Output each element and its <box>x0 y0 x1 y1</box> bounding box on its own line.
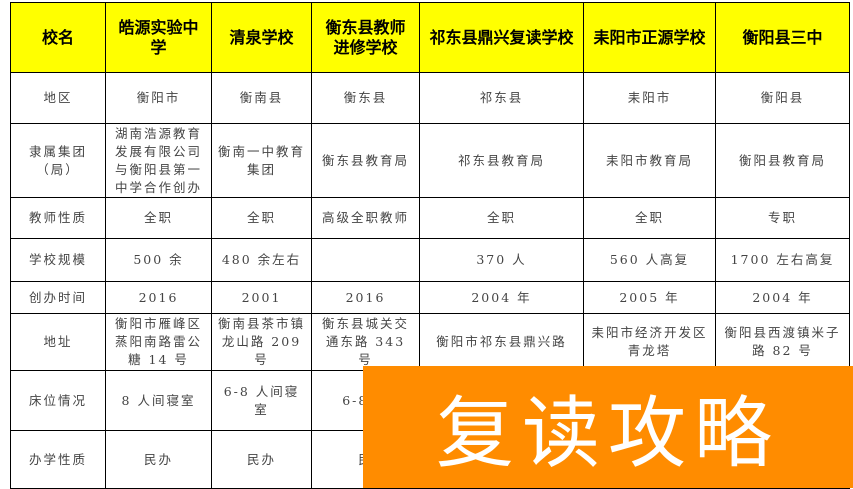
table-cell: 高级全职教师 <box>311 197 420 239</box>
table-cell: 衡阳市祁东县鼎兴路 <box>419 313 584 371</box>
table-cell: 衡南县茶市镇龙山路 209 号 <box>211 313 312 371</box>
row-label: 地区 <box>10 72 106 124</box>
table-row: 地址 衡阳市雁峰区蒸阳南路雷公糖 14 号衡南县茶市镇龙山路 209 号衡东县城关… <box>10 313 850 371</box>
table-cell: 2005 年 <box>583 281 716 314</box>
header-cell: 清泉学校 <box>211 2 312 73</box>
table-cell: 耒阳市 <box>583 72 716 124</box>
header-cell: 皓源实验中学 <box>105 2 212 73</box>
table-cell: 衡阳县西渡镇米子路 82 号 <box>715 313 850 371</box>
table-cell: 专职 <box>715 197 850 239</box>
header-cell: 衡阳县三中 <box>715 2 850 73</box>
table-cell: 370 人 <box>419 238 584 282</box>
table-cell: 衡东县城关交通东路 343 号 <box>311 313 420 371</box>
table-cell: 2001 <box>211 281 312 314</box>
banner-overlay: 复读攻略 <box>363 366 853 488</box>
table-row: 学校规模 500 余 480 余左右 370 人 560 人高复 1700 左右高复 <box>10 238 850 282</box>
table-cell: 8 人间寝室 <box>105 370 212 431</box>
table-cell: 耒阳市教育局 <box>583 123 716 198</box>
table-cell: 衡阳市雁峰区蒸阳南路雷公糖 14 号 <box>105 313 212 371</box>
table-cell: 民办 <box>105 430 212 489</box>
table-cell: 衡南一中教育集团 <box>211 123 312 198</box>
table-cell: 2016 <box>311 281 420 314</box>
table-cell: 2004 年 <box>715 281 850 314</box>
table-cell: 全职 <box>211 197 312 239</box>
table-cell: 湖南浩源教育发展有限公司与衡阳县第一中学合作创办 <box>105 123 212 198</box>
table-cell: 1700 左右高复 <box>715 238 850 282</box>
table-cell: 衡阳县教育局 <box>715 123 850 198</box>
table-cell: 衡阳县 <box>715 72 850 124</box>
table-cell: 衡东县教育局 <box>311 123 420 198</box>
table-cell: 560 人高复 <box>583 238 716 282</box>
table-cell: 全职 <box>419 197 584 239</box>
table-cell: 6-8 人间寝室 <box>211 370 312 431</box>
header-cell: 衡东县教师进修学校 <box>311 2 420 73</box>
table-cell: 民办 <box>211 430 312 489</box>
table-cell: 祁东县 <box>419 72 584 124</box>
table-cell: 全职 <box>583 197 716 239</box>
table-cell: 衡南县 <box>211 72 312 124</box>
table-row: 隶属集团（局） 湖南浩源教育发展有限公司与衡阳县第一中学合作创办 衡南一中教育集团衡… <box>10 123 850 198</box>
table-row: 地区 衡阳市 衡南县 衡东县 祁东县 耒阳市 衡阳县 <box>10 72 850 124</box>
row-label: 地址 <box>10 313 106 371</box>
header-cell: 耒阳市正源学校 <box>583 2 716 73</box>
row-label: 床位情况 <box>10 370 106 431</box>
row-label: 创办时间 <box>10 281 106 314</box>
row-label: 学校规模 <box>10 238 106 282</box>
table-cell: 2004 年 <box>419 281 584 314</box>
row-label: 教师性质 <box>10 197 106 239</box>
table-cell: 全职 <box>105 197 212 239</box>
table-cell: 480 余左右 <box>211 238 312 282</box>
table-row: 创办时间 2016 2001 2016 2004 年 2005 年 2004 年 <box>10 281 850 314</box>
table-cell: 500 余 <box>105 238 212 282</box>
table-row: 教师性质 全职 全职 高级全职教师 全职 全职 专职 <box>10 197 850 239</box>
table-cell: 衡阳市 <box>105 72 212 124</box>
row-label: 办学性质 <box>10 430 106 489</box>
header-row: 校名 皓源实验中学 清泉学校 衡东县教师进修学校 祁东县鼎兴复读学校 耒阳市正源… <box>10 2 850 73</box>
header-cell: 校名 <box>10 2 106 73</box>
table-cell: 耒阳市经济开发区青龙塔 <box>583 313 716 371</box>
table-cell: 2016 <box>105 281 212 314</box>
header-cell: 祁东县鼎兴复读学校 <box>419 2 584 73</box>
table-cell <box>311 238 420 282</box>
table-cell: 衡东县 <box>311 72 420 124</box>
table-cell: 祁东县教育局 <box>419 123 584 198</box>
row-label: 隶属集团（局） <box>10 123 106 198</box>
